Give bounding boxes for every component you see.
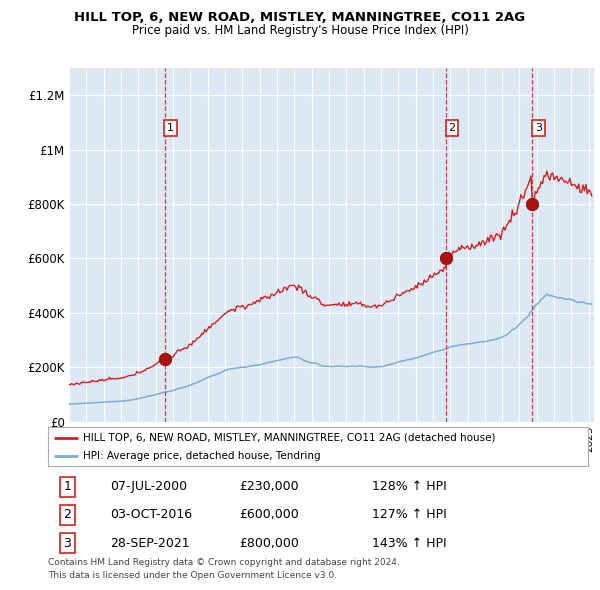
Text: 28-SEP-2021: 28-SEP-2021 xyxy=(110,536,190,549)
Text: 1: 1 xyxy=(167,123,174,133)
Text: 143% ↑ HPI: 143% ↑ HPI xyxy=(372,536,446,549)
Text: HILL TOP, 6, NEW ROAD, MISTLEY, MANNINGTREE, CO11 2AG (detached house): HILL TOP, 6, NEW ROAD, MISTLEY, MANNINGT… xyxy=(83,432,496,442)
Text: 07-JUL-2000: 07-JUL-2000 xyxy=(110,480,187,493)
Text: 128% ↑ HPI: 128% ↑ HPI xyxy=(372,480,447,493)
Text: 127% ↑ HPI: 127% ↑ HPI xyxy=(372,509,447,522)
Text: £230,000: £230,000 xyxy=(240,480,299,493)
Text: 2: 2 xyxy=(448,123,455,133)
Text: 3: 3 xyxy=(64,536,71,549)
Text: £800,000: £800,000 xyxy=(240,536,299,549)
Text: HPI: Average price, detached house, Tendring: HPI: Average price, detached house, Tend… xyxy=(83,451,321,461)
Text: £600,000: £600,000 xyxy=(240,509,299,522)
Text: 03-OCT-2016: 03-OCT-2016 xyxy=(110,509,192,522)
Text: Contains HM Land Registry data © Crown copyright and database right 2024.: Contains HM Land Registry data © Crown c… xyxy=(48,558,400,566)
Text: 1: 1 xyxy=(64,480,71,493)
Text: 2: 2 xyxy=(64,509,71,522)
Text: Price paid vs. HM Land Registry's House Price Index (HPI): Price paid vs. HM Land Registry's House … xyxy=(131,24,469,37)
Text: This data is licensed under the Open Government Licence v3.0.: This data is licensed under the Open Gov… xyxy=(48,571,337,580)
Text: 3: 3 xyxy=(535,123,542,133)
Text: HILL TOP, 6, NEW ROAD, MISTLEY, MANNINGTREE, CO11 2AG: HILL TOP, 6, NEW ROAD, MISTLEY, MANNINGT… xyxy=(74,11,526,24)
